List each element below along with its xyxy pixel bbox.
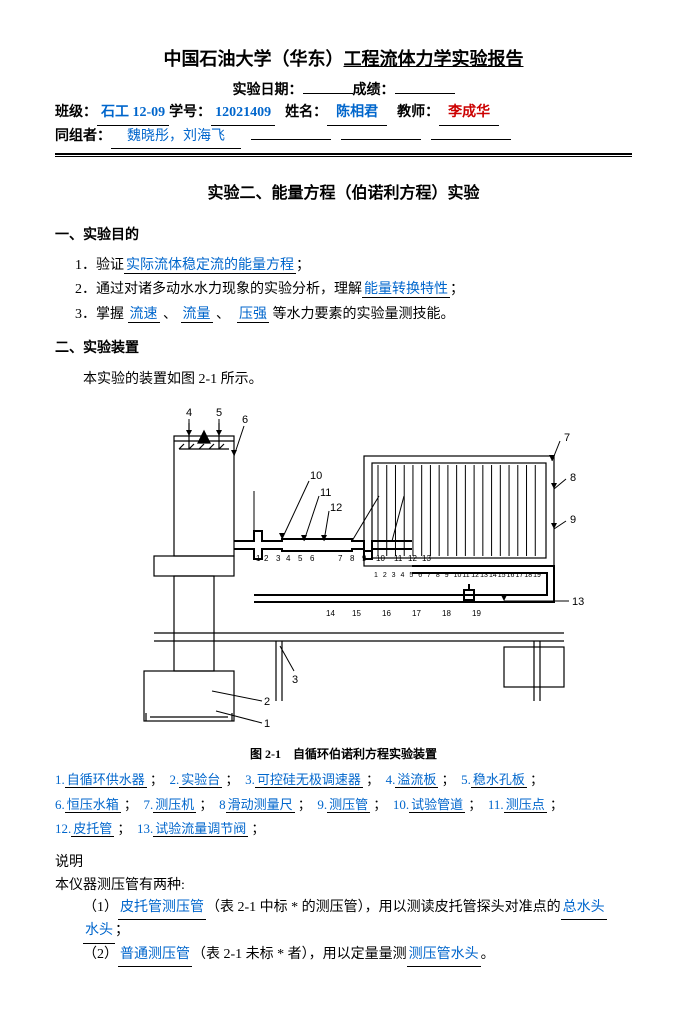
svg-text:4: 4 bbox=[286, 554, 291, 563]
divider bbox=[55, 153, 632, 157]
legend-item: 8滑动测量尺 ； bbox=[219, 797, 317, 813]
svg-text:13: 13 bbox=[422, 554, 431, 563]
figure-legend: 1.自循环供水器 ； 2.实验台 ； 3.可控硅无极调速器 ； 4.溢流板 ； … bbox=[55, 768, 632, 842]
svg-text:9: 9 bbox=[444, 572, 448, 579]
legend-item: 6.恒压水箱 ； bbox=[55, 797, 144, 813]
svg-text:6: 6 bbox=[418, 572, 422, 579]
svg-text:2: 2 bbox=[264, 696, 270, 708]
svg-text:12: 12 bbox=[471, 572, 479, 579]
svg-text:14: 14 bbox=[326, 609, 335, 618]
svg-text:9: 9 bbox=[570, 514, 576, 526]
legend-item: 10.试验管道 ； bbox=[393, 797, 488, 813]
svg-text:11: 11 bbox=[320, 487, 331, 499]
svg-text:10: 10 bbox=[376, 554, 385, 563]
svg-text:5: 5 bbox=[216, 407, 222, 419]
svg-text:11: 11 bbox=[394, 554, 403, 563]
svg-text:1: 1 bbox=[256, 554, 261, 563]
svg-text:2: 2 bbox=[382, 572, 386, 579]
svg-text:8: 8 bbox=[350, 554, 355, 563]
svg-text:19: 19 bbox=[533, 572, 541, 579]
svg-text:16: 16 bbox=[506, 572, 514, 579]
svg-text:17: 17 bbox=[412, 609, 421, 618]
legend-item: 1.自循环供水器 ； bbox=[55, 772, 170, 788]
info-line-2: 同组者：魏晓彤，刘海飞 bbox=[55, 126, 632, 149]
legend-item: 7.测压机 ； bbox=[144, 797, 220, 813]
goal-1: 1．验证实际流体稳定流的能量方程； bbox=[75, 255, 632, 277]
legend-item: 11.测压点 ； bbox=[488, 797, 570, 813]
svg-text:18: 18 bbox=[442, 609, 451, 618]
info-line-1: 班级：石工 12-09 学号：12021409 姓名：陈相君 教师：李成华 bbox=[55, 102, 632, 125]
svg-text:7: 7 bbox=[427, 572, 431, 579]
date-line: 实验日期： 成绩： bbox=[55, 80, 632, 102]
svg-text:17: 17 bbox=[515, 572, 523, 579]
svg-text:16: 16 bbox=[382, 609, 391, 618]
svg-text:1: 1 bbox=[264, 718, 270, 730]
svg-text:13: 13 bbox=[480, 572, 488, 579]
figure-caption: 图 2-1 自循环伯诺利方程实验装置 bbox=[55, 745, 632, 764]
legend-item: 3.可控硅无极调速器 ； bbox=[245, 772, 386, 788]
section-2-title: 二、实验装置 bbox=[55, 338, 632, 360]
svg-text:14: 14 bbox=[488, 572, 496, 579]
explain-line1: 本仪器测压管有两种: bbox=[55, 875, 632, 897]
svg-text:10: 10 bbox=[453, 572, 461, 579]
explain-item-2: （2）普通测压管（表 2-1 未标 * 者），用以定量量测测压管水头。 bbox=[83, 944, 632, 967]
svg-text:19: 19 bbox=[472, 609, 481, 618]
svg-text:15: 15 bbox=[352, 609, 361, 618]
legend-item: 5.稳水孔板 ； bbox=[461, 772, 550, 788]
legend-item: 2.实验台 ； bbox=[170, 772, 246, 788]
svg-text:2: 2 bbox=[264, 554, 269, 563]
svg-text:5: 5 bbox=[298, 554, 303, 563]
svg-text:13: 13 bbox=[572, 596, 584, 608]
section-1-title: 一、实验目的 bbox=[55, 225, 632, 247]
svg-text:8: 8 bbox=[570, 472, 576, 484]
experiment-title: 实验二、能量方程（伯诺利方程）实验 bbox=[55, 181, 632, 207]
svg-text:5: 5 bbox=[409, 572, 413, 579]
goal-2: 2．通过对诸多动水水力现象的实验分析，理解能量转换特性； bbox=[75, 279, 632, 301]
svg-text:11: 11 bbox=[462, 572, 469, 579]
explain-title: 说明 bbox=[55, 852, 632, 874]
svg-text:7: 7 bbox=[338, 554, 343, 563]
svg-text:4: 4 bbox=[186, 407, 192, 419]
legend-item: 13.试验流量调节阀 ； bbox=[137, 821, 271, 837]
svg-text:9: 9 bbox=[362, 554, 367, 563]
svg-text:12: 12 bbox=[330, 502, 342, 514]
svg-text:15: 15 bbox=[497, 572, 505, 579]
svg-text:1: 1 bbox=[374, 572, 378, 579]
svg-text:3: 3 bbox=[292, 674, 298, 686]
goal-3: 3．掌握 流速 、 流量 、 压强 等水力要素的实验量测技能。 bbox=[75, 304, 632, 326]
svg-text:3: 3 bbox=[391, 572, 395, 579]
figure-2-1: 1234567891011121314151617181912345678910… bbox=[55, 401, 632, 741]
svg-text:4: 4 bbox=[400, 572, 404, 579]
explain-item-1: （1）皮托管测压管（表 2-1 中标 * 的测压管），用以测读皮托管探头对准点的… bbox=[83, 897, 632, 944]
legend-item: 12.皮托管 ； bbox=[55, 821, 137, 837]
svg-text:7: 7 bbox=[564, 432, 570, 444]
section-2-intro: 本实验的装置如图 2-1 所示。 bbox=[55, 369, 632, 391]
legend-item: 4.溢流板 ； bbox=[386, 772, 462, 788]
svg-text:8: 8 bbox=[435, 572, 439, 579]
svg-text:3: 3 bbox=[276, 554, 281, 563]
svg-text:18: 18 bbox=[524, 572, 532, 579]
report-title: 中国石油大学（华东）工程流体力学实验报告 bbox=[55, 45, 632, 74]
svg-text:10: 10 bbox=[310, 470, 322, 482]
svg-text:6: 6 bbox=[310, 554, 315, 563]
svg-text:12: 12 bbox=[408, 554, 417, 563]
legend-item: 9.测压管 ； bbox=[317, 797, 393, 813]
svg-text:6: 6 bbox=[242, 414, 248, 426]
